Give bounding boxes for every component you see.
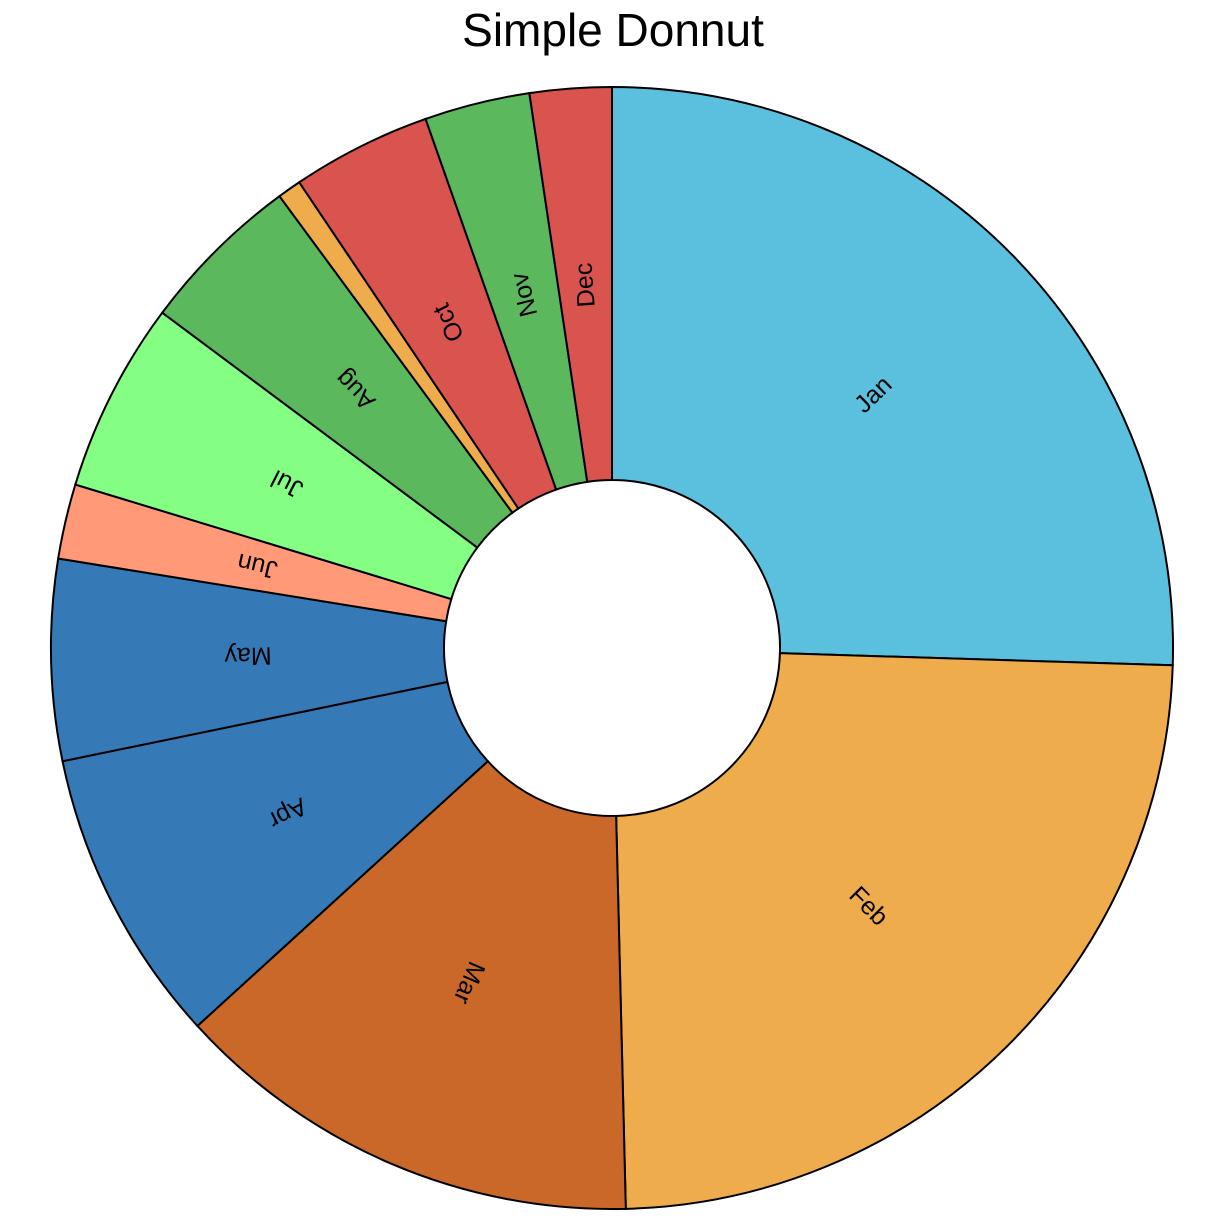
slice-apr [61,680,490,1028]
slice-label-dec: Dec [570,262,601,308]
chart-title: Simple Donnut [462,4,764,56]
slice-jan [611,85,1174,667]
donut-slices [50,85,1174,1210]
slice-mar [196,759,627,1210]
slice-label-may: May [224,641,272,670]
slice-dec [528,85,613,483]
slice-may [50,557,449,763]
slice-feb [615,652,1174,1210]
